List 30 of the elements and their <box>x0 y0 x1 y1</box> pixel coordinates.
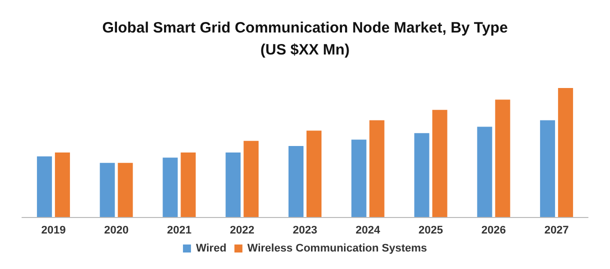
x-tick-label: 2027 <box>544 224 569 236</box>
bar <box>180 152 196 217</box>
bar <box>477 126 492 217</box>
bar <box>226 152 241 217</box>
chart-title: Global Smart Grid Communication Node Market, By Type (US $XX Mn) <box>102 20 508 58</box>
bar <box>100 162 115 217</box>
bar <box>118 162 133 217</box>
x-tick-label: 2021 <box>166 224 192 236</box>
bar <box>432 110 448 217</box>
x-tick-label: 2020 <box>104 224 129 236</box>
legend-label: Wireless Communication Systems <box>247 242 428 254</box>
bar <box>558 88 574 217</box>
x-tick-label: 2023 <box>292 224 318 236</box>
x-tick-label: 2025 <box>418 224 444 236</box>
bar <box>351 140 366 217</box>
bar <box>162 158 178 217</box>
bar <box>244 140 259 217</box>
x-tick-label: 2019 <box>41 224 66 236</box>
bar <box>495 100 510 217</box>
bar <box>288 146 304 217</box>
x-tick-label: 2026 <box>481 224 506 236</box>
x-tick-label: 2022 <box>230 224 254 236</box>
bar <box>540 120 556 217</box>
bar <box>369 120 384 217</box>
legend-label: Wired <box>196 242 226 254</box>
x-tick-label: 2024 <box>356 224 381 236</box>
bar <box>54 152 70 217</box>
bar <box>36 156 52 217</box>
bar <box>414 133 430 217</box>
bar <box>306 130 322 217</box>
